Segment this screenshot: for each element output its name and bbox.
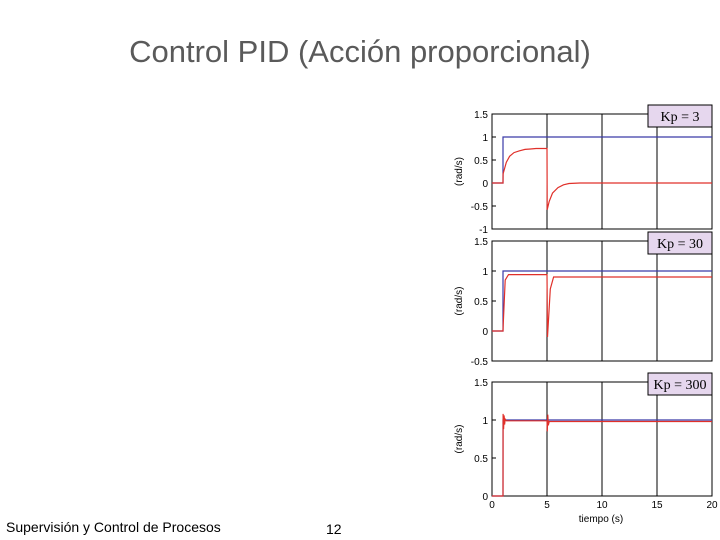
kp-label: Kp = 30: [657, 237, 703, 252]
x-tick-label: 0: [489, 500, 495, 511]
x-tick-label: 5: [544, 500, 550, 511]
y-axis-label: (rad/s): [454, 287, 465, 316]
kp-label-box: [647, 372, 713, 396]
kp-label: Kp = 3: [660, 110, 699, 125]
y-tick-label: 0: [482, 179, 488, 190]
y-axis-label: (rad/s): [454, 425, 465, 454]
y-tick-label: 1.5: [474, 378, 488, 389]
y-tick-label: -0.5: [471, 357, 489, 368]
response-line: [492, 413, 712, 497]
y-tick-label: 0.5: [474, 454, 488, 465]
page-title: Control PID (Acción proporcional): [129, 34, 591, 69]
x-tick-label: 15: [651, 500, 663, 511]
y-tick-label: 1.5: [474, 237, 488, 248]
y-tick-label: 0.5: [474, 156, 488, 167]
y-tick-label: 1: [482, 267, 488, 278]
y-tick-label: 0.5: [474, 297, 488, 308]
y-tick-label: 1.5: [474, 110, 488, 121]
x-tick-label: 10: [596, 500, 608, 511]
footer-course-name: Supervisión y Control de Procesos: [6, 519, 221, 535]
response-line: [492, 274, 712, 338]
x-axis-label: tiempo (s): [579, 514, 623, 525]
y-tick-label: 0: [482, 492, 488, 503]
kp-label-box: [647, 104, 713, 128]
y-tick-label: 1: [482, 133, 488, 144]
footer-page-number: 12: [326, 521, 342, 537]
response-line: [492, 147, 712, 210]
kp-label: Kp = 300: [653, 378, 706, 393]
y-tick-label: -1: [479, 225, 488, 236]
y-tick-label: -0.5: [471, 202, 489, 213]
y-tick-label: 0: [482, 327, 488, 338]
y-axis-label: (rad/s): [454, 157, 465, 186]
kp-label-box: [647, 231, 713, 255]
y-tick-label: 1: [482, 416, 488, 427]
x-tick-label: 20: [706, 500, 718, 511]
